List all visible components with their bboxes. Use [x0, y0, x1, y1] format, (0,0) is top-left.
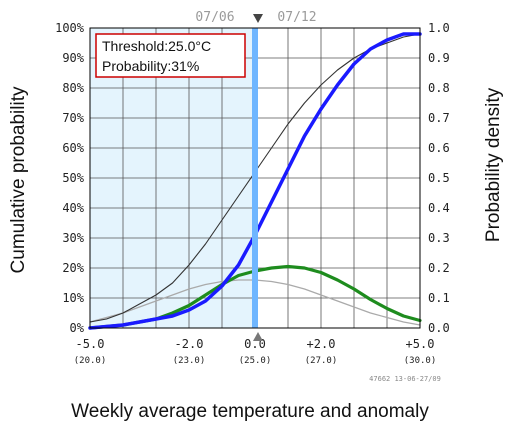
y-left-tick-label: 30% [62, 231, 84, 245]
chart-stamp: 47662 13-06-27/09 [369, 375, 441, 383]
y-left-tick-label: 20% [62, 261, 84, 275]
x-tick-sublabel: (27.0) [305, 356, 338, 366]
y-left-tick-label: 60% [62, 141, 84, 155]
x-tick-sublabel: (20.0) [74, 356, 107, 366]
threshold-marker-top-icon [253, 14, 263, 23]
date-right-label: 07/12 [277, 10, 316, 25]
y-right-tick-label: 0.3 [428, 231, 450, 245]
threshold-marker-bottom-icon [253, 332, 263, 341]
x-tick-label: +2.0 [307, 337, 336, 351]
y-right-ticks: 0.0 0.1 0.2 0.3 0.4 0.5 0.6 0.7 0.8 0.9 1.0 [428, 21, 450, 335]
x-tick-label: -2.0 [175, 337, 204, 351]
y-right-tick-label: 0.5 [428, 171, 450, 185]
plot-frame [89, 27, 421, 329]
y-left-tick-label: 80% [62, 81, 84, 95]
annotation-box: Threshold:25.0°C Probability:31% [95, 33, 246, 78]
x-tick-label: +5.0 [406, 337, 435, 351]
y-left-tick-label: 50% [62, 171, 84, 185]
y-right-tick-label: 0.4 [428, 201, 450, 215]
x-tick-sublabel: (23.0) [173, 356, 206, 366]
x-tick-sublabel: (30.0) [404, 356, 437, 366]
threshold-line [252, 28, 258, 328]
y-right-axis-title: Probability density [483, 87, 504, 242]
y-left-tick-label: 100% [55, 21, 85, 35]
y-left-tick-label: 70% [62, 111, 84, 125]
y-left-tick-label: 90% [62, 51, 84, 65]
annotation-threshold: Threshold:25.0°C [102, 38, 211, 54]
y-left-tick-label: 40% [62, 201, 84, 215]
y-left-ticks: 0% 10% 20% 30% 40% 50% 60% 70% 80% 90% 100% [55, 21, 85, 335]
y-left-tick-label: 10% [62, 291, 84, 305]
y-left-tick-label: 0% [70, 321, 85, 335]
y-right-tick-label: 0.6 [428, 141, 450, 155]
x-tick-label: -5.0 [76, 337, 105, 351]
y-right-tick-label: 0.9 [428, 51, 450, 65]
y-right-tick-label: 0.8 [428, 81, 450, 95]
y-right-tick-label: 1.0 [428, 21, 450, 35]
y-right-tick-label: 0.2 [428, 261, 450, 275]
date-left-label: 07/06 [195, 10, 234, 25]
x-axis-title: Weekly average temperature and anomaly [71, 401, 429, 422]
y-right-tick-label: 0.0 [428, 321, 450, 335]
y-right-tick-label: 0.1 [428, 291, 450, 305]
y-left-axis-title: Cumulative probability [8, 86, 29, 273]
y-right-tick-label: 0.7 [428, 111, 450, 125]
x-ticks: -5.0(20.0)-2.0(23.0)0.0(25.0)+2.0(27.0)+… [74, 337, 437, 366]
x-tick-sublabel: (25.0) [239, 356, 272, 366]
annotation-probability: Probability:31% [102, 58, 199, 74]
